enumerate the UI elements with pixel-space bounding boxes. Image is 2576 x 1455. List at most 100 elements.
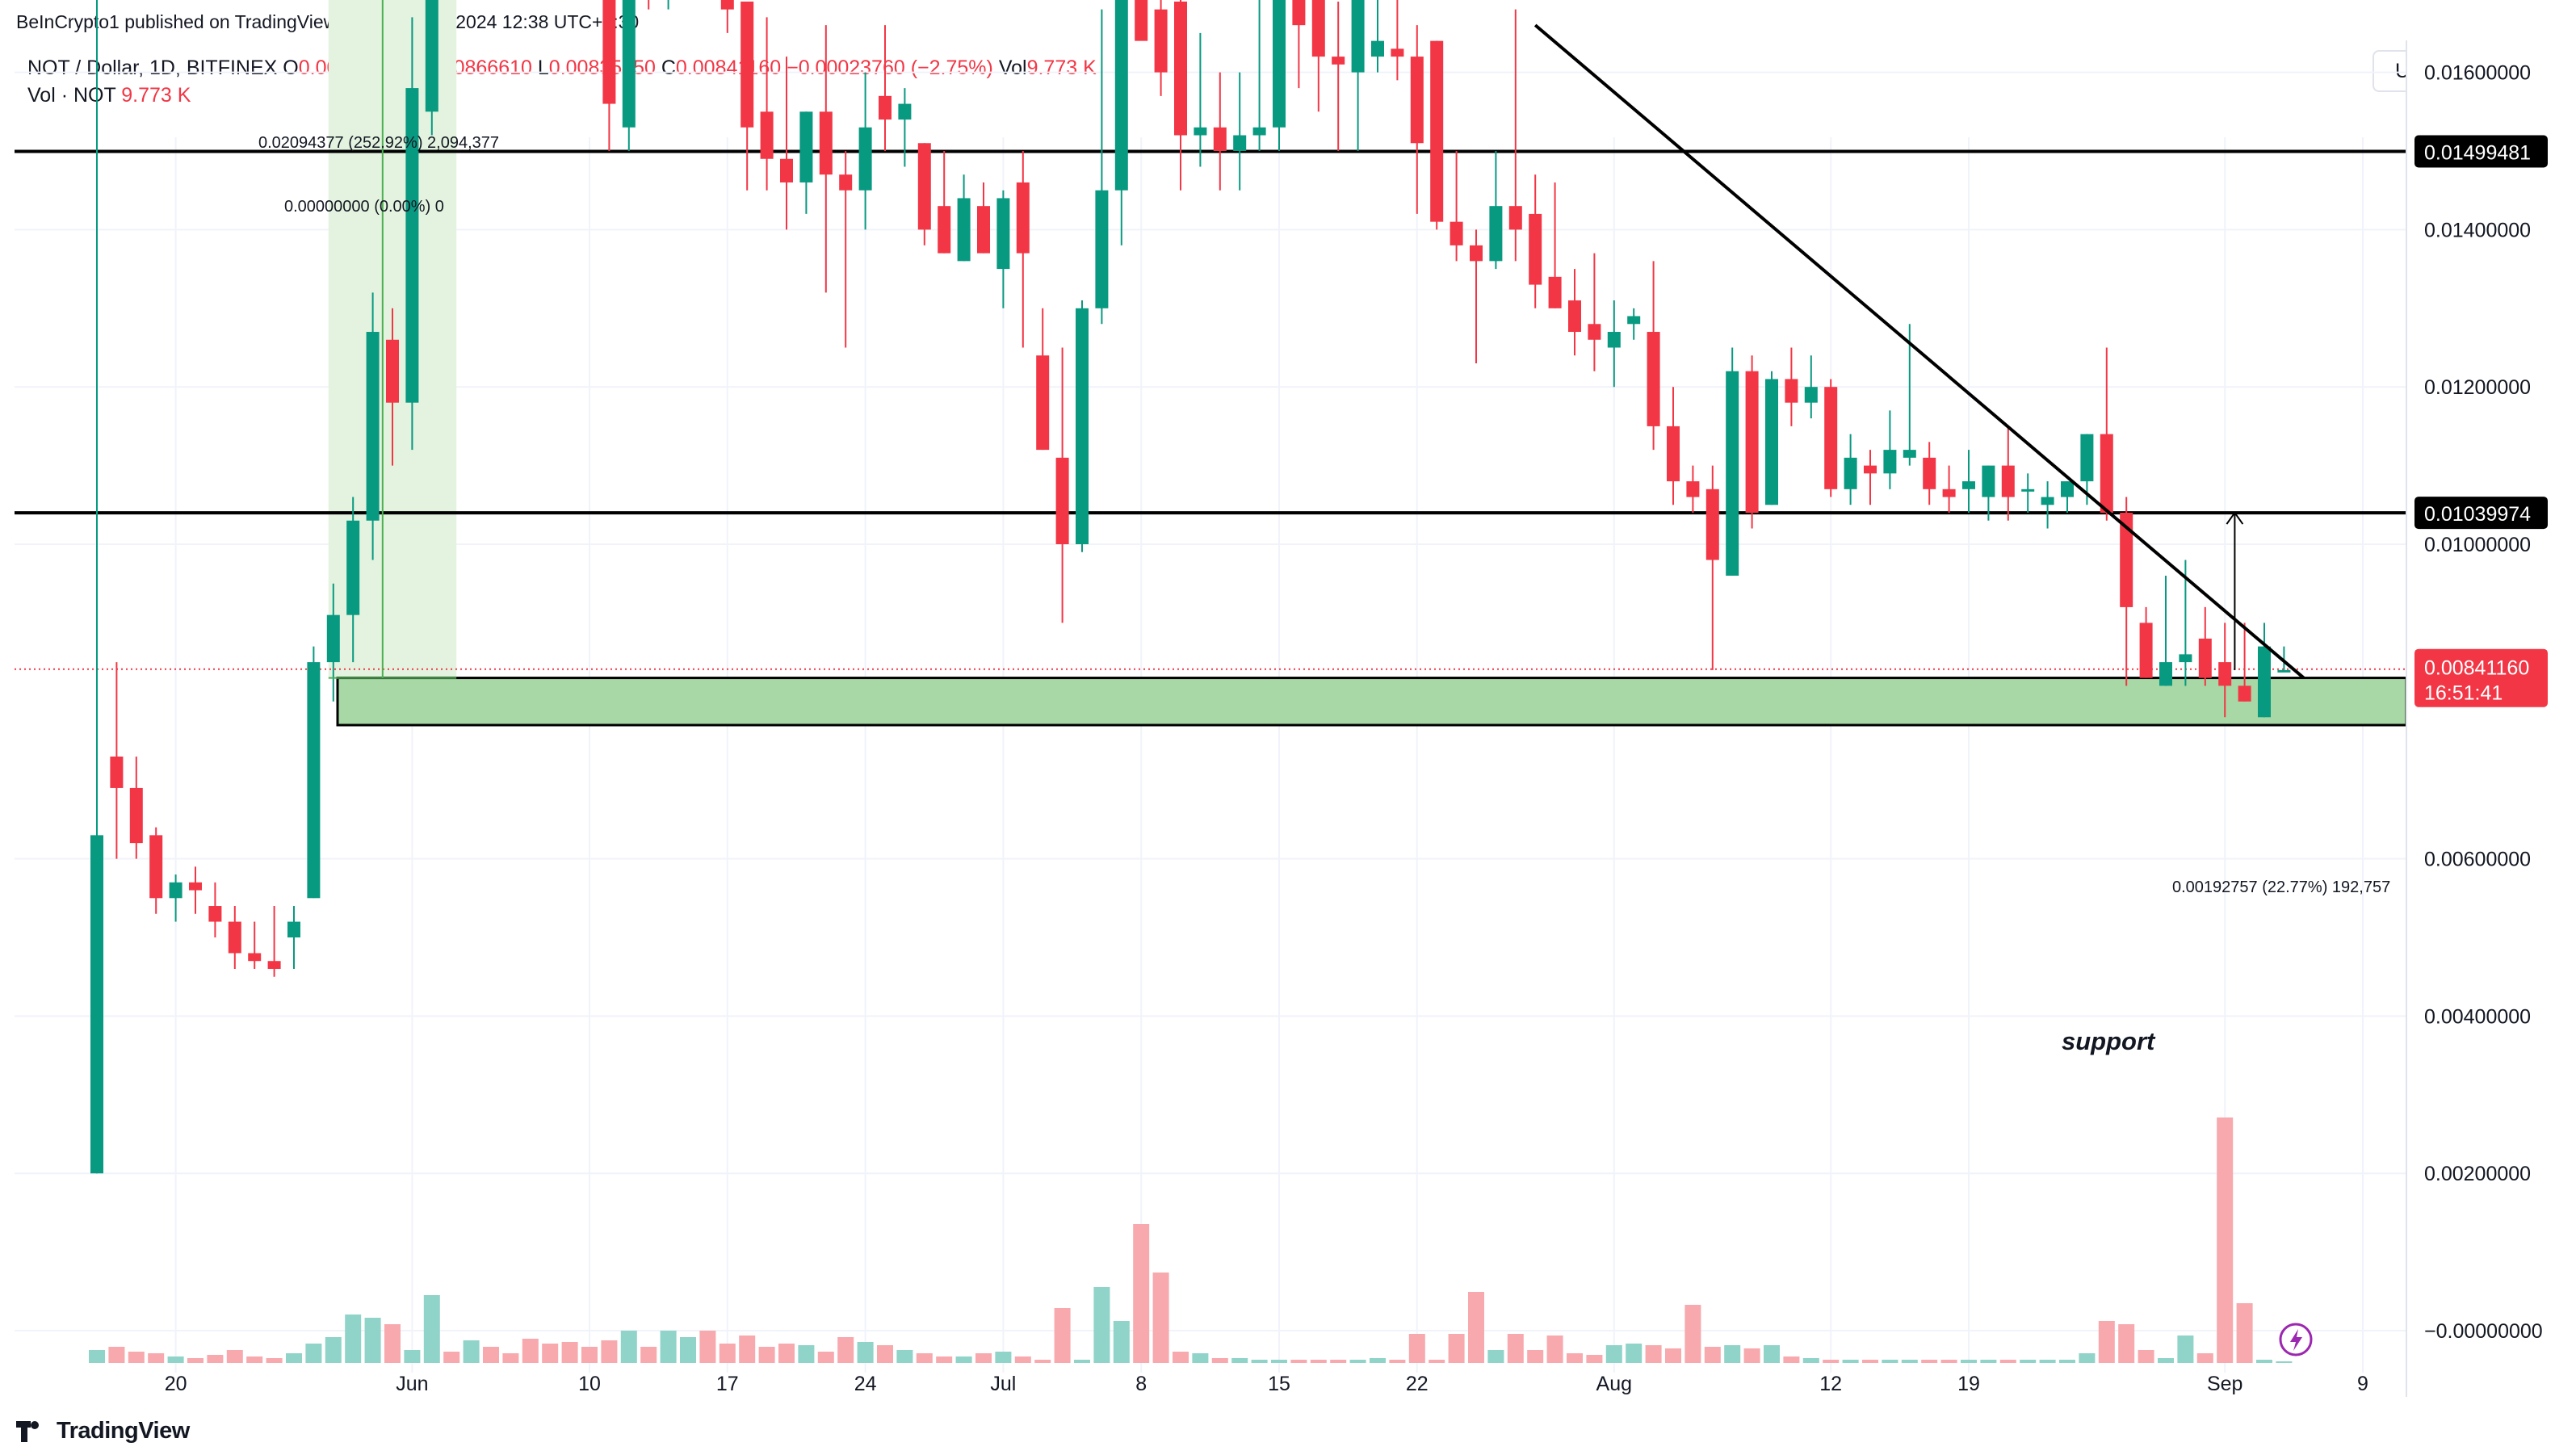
candle-body: [326, 614, 340, 663]
volume-bar: [817, 1352, 834, 1363]
support-zone: [336, 677, 2408, 727]
candle-body: [622, 0, 636, 128]
x-tick-label: 9: [2357, 1373, 2368, 1395]
low-label: L: [537, 57, 549, 79]
candle-body: [1726, 371, 1739, 576]
candle-body: [287, 921, 300, 937]
volume-bar: [1586, 1355, 1603, 1363]
candle-body: [1765, 379, 1778, 505]
symbol-label[interactable]: NOT / Dollar, 1D, BITFINEX: [27, 57, 278, 79]
candle-body: [1391, 48, 1404, 57]
candle-body: [149, 835, 163, 899]
candle-body: [2159, 662, 2172, 686]
volume-bar: [1389, 1360, 1406, 1363]
tradingview-logo[interactable]: TradingView: [16, 1418, 190, 1445]
candle-body: [1489, 206, 1503, 262]
candle-body: [1647, 332, 1660, 426]
volume-row-label[interactable]: Vol · NOT: [27, 84, 116, 107]
candle-body: [602, 0, 616, 104]
candle-body: [1154, 9, 1168, 73]
volume-bar: [1783, 1356, 1800, 1363]
volume-bar: [1665, 1348, 1681, 1363]
volume-bar: [601, 1340, 618, 1363]
x-tick-label: 17: [716, 1373, 739, 1395]
candle-body: [1923, 457, 1936, 489]
volume-bar: [1823, 1360, 1840, 1363]
volume-bar: [2276, 1361, 2293, 1363]
volume-bar: [2138, 1350, 2154, 1363]
level-price-tag-label: 0.01039974: [2424, 503, 2531, 526]
low-value: 0.00835350: [548, 57, 656, 79]
x-tick-label: Jun: [396, 1373, 428, 1395]
volume-bar: [1567, 1353, 1583, 1363]
x-tick-label: 20: [165, 1373, 187, 1395]
candle-body: [2238, 686, 2251, 702]
volume-bar: [877, 1345, 893, 1363]
x-tick-label: 22: [1406, 1373, 1429, 1395]
volume-bar: [561, 1342, 578, 1363]
x-tick-label: 10: [578, 1373, 601, 1395]
candle-body: [879, 95, 892, 120]
volume-bar: [502, 1353, 519, 1363]
volume-legend: Vol · NOT 9.773 K: [27, 84, 191, 107]
volume-bar: [2196, 1353, 2213, 1363]
candle-body: [1213, 127, 1227, 151]
volume-bar: [1999, 1360, 2016, 1363]
volume-bar: [128, 1352, 145, 1363]
volume-bar: [719, 1344, 736, 1363]
candle-body: [2218, 662, 2232, 686]
volume-bar: [1251, 1360, 1268, 1363]
candle-body: [169, 882, 183, 899]
volume-bar: [2217, 1117, 2234, 1363]
volume-bar: [1684, 1305, 1701, 1363]
measure-label-top: 0.02094377 (252.92%) 2,094,377: [258, 134, 499, 152]
x-tick-label: Sep: [2207, 1373, 2242, 1395]
volume-bar: [463, 1340, 480, 1363]
volume-bar: [1645, 1345, 1662, 1363]
level-price-tag-label: 0.01499481: [2424, 142, 2531, 165]
candle-body: [2080, 434, 2094, 482]
volume-bar: [246, 1356, 263, 1363]
y-tick-label: 0.01600000: [2424, 62, 2531, 85]
candle-body: [917, 143, 931, 230]
candle-body: [2120, 513, 2133, 607]
volume-bar: [1704, 1347, 1721, 1363]
volume-bar: [89, 1350, 105, 1363]
volume-bar: [1093, 1287, 1110, 1363]
candle-body: [1273, 0, 1286, 128]
candle-body: [1844, 457, 1857, 489]
volume-bar: [581, 1347, 598, 1363]
volume-bar: [1980, 1360, 1997, 1363]
volume-label: Vol: [998, 57, 1027, 79]
volume-bar: [108, 1347, 125, 1363]
candle-body: [1450, 221, 1463, 245]
candle-body: [2041, 497, 2054, 505]
price-axis-bg: [2406, 0, 2576, 1455]
candle-body: [2277, 669, 2291, 673]
volume-bar: [2039, 1360, 2056, 1363]
volume-bar: [916, 1353, 933, 1363]
candle-body: [90, 835, 103, 1174]
candle-body: [720, 0, 734, 10]
volume-bar: [266, 1358, 283, 1363]
volume-bar: [1370, 1358, 1386, 1363]
level-price-tag: [2414, 497, 2548, 530]
volume-bar: [2098, 1321, 2115, 1363]
volume-bar: [778, 1344, 795, 1363]
volume-bar: [325, 1337, 342, 1363]
candle-body: [1016, 182, 1030, 254]
candle-body: [208, 906, 222, 922]
volume-row-value: 9.773 K: [121, 84, 191, 107]
candle-body: [2021, 488, 2035, 492]
volume-bar: [542, 1344, 559, 1363]
measure-label-inner: 0.00000000 (0.00%) 0: [284, 198, 444, 216]
support-label: support: [2062, 1027, 2156, 1055]
volume-value: 9.773 K: [1026, 57, 1097, 79]
y-tick-label: 0.00400000: [2424, 1005, 2531, 1028]
candle-body: [1470, 245, 1483, 262]
volume-bar: [857, 1342, 874, 1363]
change-value: −0.00023760 (−2.75%): [787, 57, 993, 79]
candle-body: [1883, 450, 1897, 474]
volume-bar: [2236, 1303, 2253, 1363]
